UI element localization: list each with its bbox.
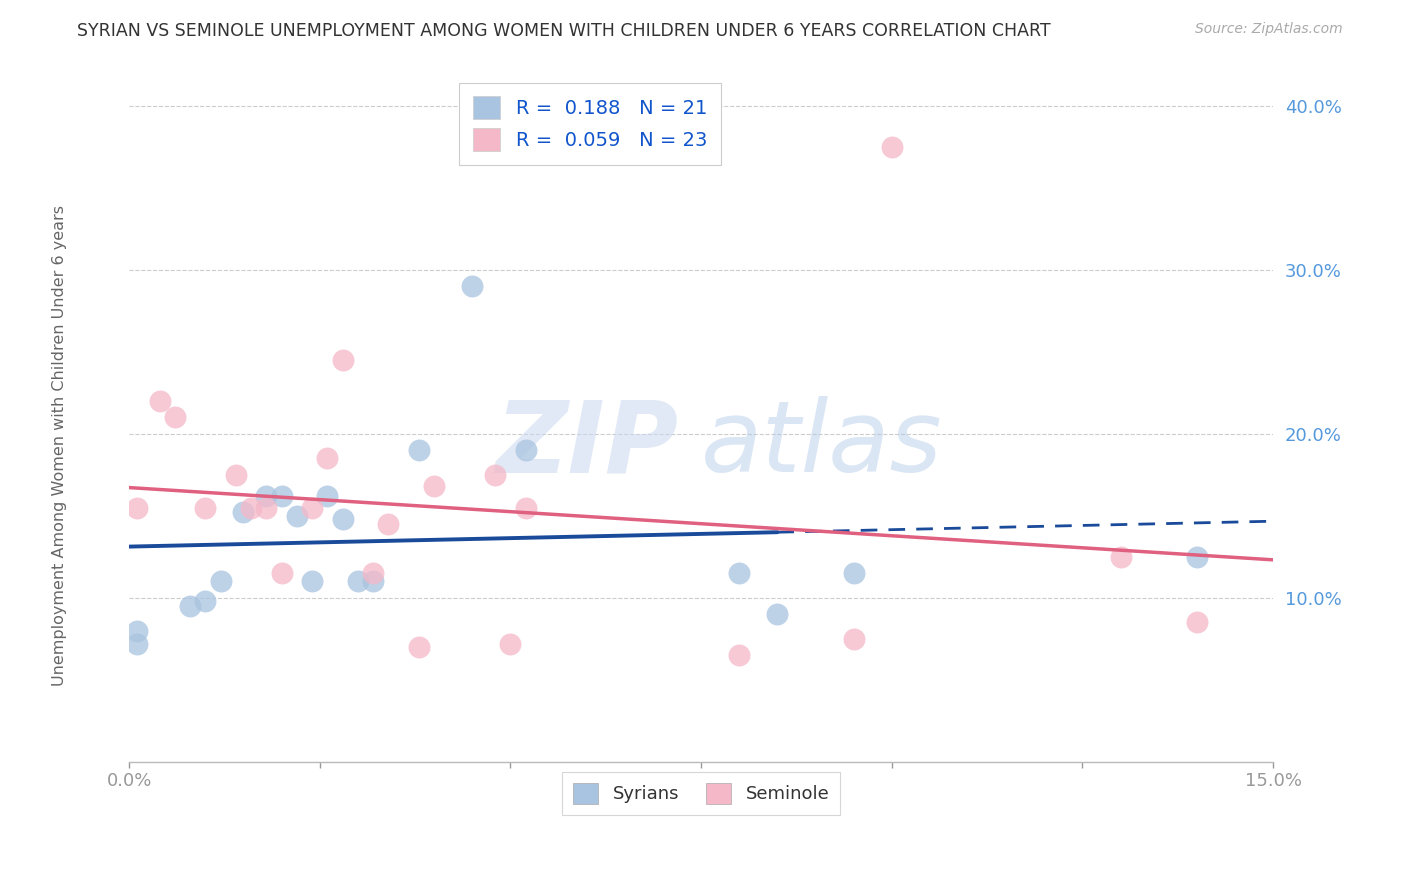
Text: Unemployment Among Women with Children Under 6 years: Unemployment Among Women with Children U… xyxy=(52,205,66,687)
Point xyxy=(301,500,323,515)
Point xyxy=(254,489,277,503)
Point xyxy=(1185,549,1208,564)
Text: ZIP: ZIP xyxy=(495,396,678,493)
Point xyxy=(361,574,384,589)
Legend: Syrians, Seminole: Syrians, Seminole xyxy=(562,772,841,814)
Point xyxy=(225,467,247,482)
Point xyxy=(270,566,292,581)
Point xyxy=(1185,615,1208,630)
Point xyxy=(125,624,148,638)
Point xyxy=(361,566,384,581)
Point xyxy=(842,632,865,646)
Text: SYRIAN VS SEMINOLE UNEMPLOYMENT AMONG WOMEN WITH CHILDREN UNDER 6 YEARS CORRELAT: SYRIAN VS SEMINOLE UNEMPLOYMENT AMONG WO… xyxy=(77,22,1050,40)
Point xyxy=(377,516,399,531)
Point xyxy=(240,500,263,515)
Text: atlas: atlas xyxy=(702,396,942,493)
Point xyxy=(842,566,865,581)
Point xyxy=(347,574,370,589)
Point xyxy=(232,506,254,520)
Point xyxy=(125,500,148,515)
Point xyxy=(1109,549,1132,564)
Point xyxy=(515,500,537,515)
Point xyxy=(194,594,217,608)
Point xyxy=(285,508,308,523)
Point xyxy=(209,574,232,589)
Point xyxy=(316,451,339,466)
Point xyxy=(301,574,323,589)
Point xyxy=(316,489,339,503)
Point xyxy=(194,500,217,515)
Point xyxy=(484,467,506,482)
Point xyxy=(461,279,484,293)
Point xyxy=(408,640,430,654)
Point xyxy=(423,479,446,493)
Text: Source: ZipAtlas.com: Source: ZipAtlas.com xyxy=(1195,22,1343,37)
Point xyxy=(125,637,148,651)
Point xyxy=(766,607,789,622)
Point xyxy=(499,637,522,651)
Point xyxy=(149,394,172,409)
Point xyxy=(880,140,903,154)
Point xyxy=(728,648,751,662)
Point xyxy=(332,512,354,526)
Point xyxy=(270,489,292,503)
Point xyxy=(728,566,751,581)
Point xyxy=(254,500,277,515)
Point xyxy=(332,353,354,368)
Point xyxy=(408,443,430,458)
Point xyxy=(163,410,186,425)
Point xyxy=(179,599,201,613)
Point xyxy=(515,443,537,458)
